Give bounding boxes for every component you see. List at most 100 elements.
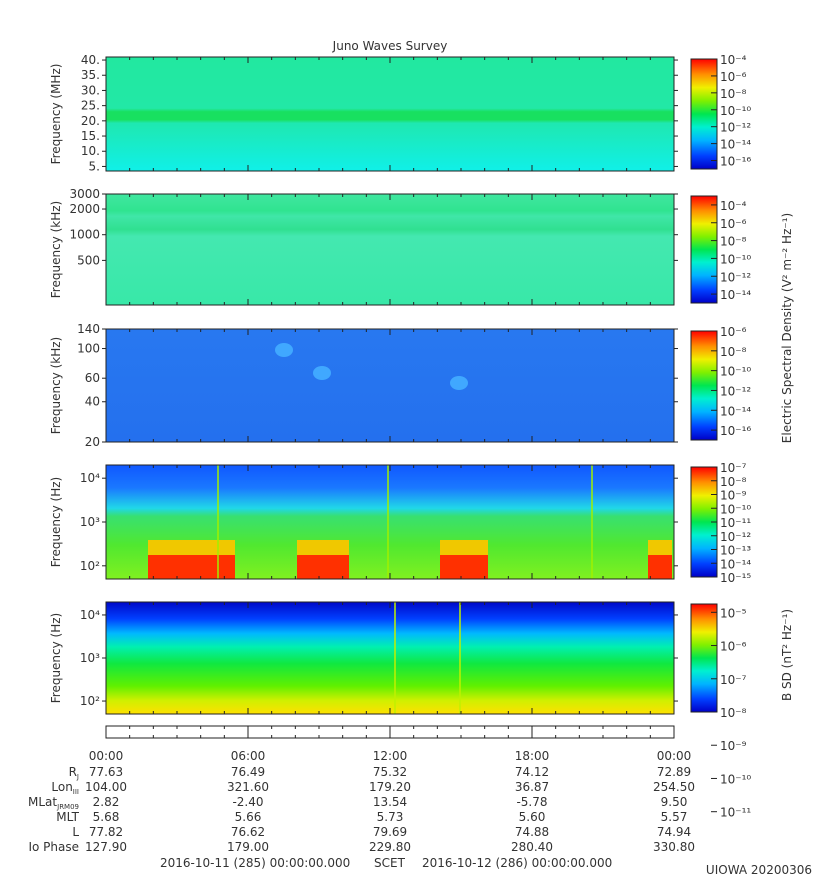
emission-core <box>648 555 672 579</box>
panel-3: 20 40 60 100 140 Frequency (kHz) 10⁻⁶ 10⁻⁸ 10⁻¹⁰… <box>49 322 751 449</box>
footer-label: SCET <box>374 856 406 870</box>
y-tick-label: 10² <box>80 559 100 573</box>
colorbar-tick-label: 10⁻⁶ <box>720 70 747 84</box>
ephemeris-value: 280.40 <box>511 840 553 854</box>
colorbar-4: 10⁻⁷10⁻⁸10⁻⁹10⁻¹⁰10⁻¹¹10⁻¹²10⁻¹³10⁻¹⁴10⁻… <box>690 461 751 585</box>
y-tick-label: 40. <box>81 53 100 67</box>
footer-start: 2016-10-11 (285) 00:00:00.000 <box>160 856 350 870</box>
colorbar-tick-label: 10⁻¹⁶ <box>720 424 751 438</box>
y-tick-label: 10³ <box>80 651 100 665</box>
emission-blob <box>275 343 293 357</box>
ephemeris-value: 74.94 <box>657 825 691 839</box>
ephemeris-value: 179.00 <box>227 840 269 854</box>
y-tick-label: 2000 <box>69 202 100 216</box>
spectrogram-5 <box>106 602 674 714</box>
ephemeris-value: 330.80 <box>653 840 695 854</box>
time-tick-label: 12:00 <box>373 749 408 763</box>
colorbar-tick-label: 10⁻⁵ <box>720 606 747 620</box>
colorbar-tick-label: 10⁻¹⁴ <box>720 404 751 418</box>
ephemeris-value: 5.73 <box>377 810 404 824</box>
colorbar-tick-label: 10⁻⁸ <box>720 87 747 101</box>
colorbar-tick-label: 10⁻¹¹ <box>720 516 751 530</box>
colorbar-tick-label: 10⁻⁶ <box>720 217 747 231</box>
ephemeris-value: 229.80 <box>369 840 411 854</box>
y-tick-label: 35. <box>81 68 100 82</box>
colorbar-tick-label: 10⁻¹⁰ <box>720 104 751 118</box>
ephemeris-value: 179.20 <box>369 780 411 794</box>
colorbar-tick-label: 10⁻⁷ <box>720 461 747 475</box>
colorbar-5: 10⁻⁵ 10⁻⁶ 10⁻⁷ 10⁻⁸ 10⁻⁹ 10⁻¹⁰ 10⁻¹¹ <box>690 603 751 820</box>
colorbar-tick-label: 10⁻¹² <box>720 121 751 135</box>
colorbar-tick-label: 10⁻¹⁵ <box>720 571 751 585</box>
y-tick-label: 20. <box>81 114 100 128</box>
y-tick-label: 3000 <box>69 187 100 201</box>
time-tick-label: 00:00 <box>657 749 692 763</box>
y-tick-label: 60 <box>85 371 100 385</box>
ephemeris-value: 13.54 <box>373 795 407 809</box>
y-tick-label: 10. <box>81 144 100 158</box>
emission-core <box>440 555 488 579</box>
y-axis-label: Frequency (kHz) <box>49 201 63 298</box>
ephemeris-value: 76.62 <box>231 825 265 839</box>
time-tick-label: 00:00 <box>89 749 124 763</box>
colorbar-3: 10⁻⁶ 10⁻⁸ 10⁻¹⁰ 10⁻¹² 10⁻¹⁴ 10⁻¹⁶ <box>690 325 751 441</box>
ephemeris-value: 74.12 <box>515 765 549 779</box>
chart-title: Juno Waves Survey <box>332 39 448 53</box>
ephemeris-row-label: MLT <box>56 810 79 824</box>
y-tick-label: 10⁴ <box>80 471 100 485</box>
y-axis-label: Frequency (MHz) <box>49 64 63 165</box>
colorbar-gradient <box>690 195 718 304</box>
ephemeris-value: 5.57 <box>661 810 688 824</box>
colorbar-tick-label: 10⁻⁸ <box>720 235 747 249</box>
colorbar-tick-label: 10⁻⁶ <box>720 325 747 339</box>
ephemeris-row-label: MLatJRM09 <box>28 795 79 811</box>
y-tick-label: 20 <box>85 435 100 449</box>
colorbar-tick-label: 10⁻¹⁴ <box>720 557 751 571</box>
colorbar-tick-label: 10⁻¹⁰ <box>720 502 751 516</box>
panel-4: 10² 10³ 10⁴ Frequency (Hz) 10⁻⁷10⁻⁸10⁻⁹10⁻¹⁰… <box>49 461 751 585</box>
ephemeris-value: -5.78 <box>516 795 547 809</box>
colorbar-tick-label: 10⁻⁹ <box>720 739 747 753</box>
y-axis-label: Frequency (Hz) <box>49 477 63 568</box>
colorbar-tick-label: 10⁻⁸ <box>720 706 747 720</box>
y-tick-label: 15. <box>81 129 100 143</box>
ephemeris-row-label: Io Phase <box>28 840 79 854</box>
ephemeris-value: 76.49 <box>231 765 265 779</box>
y-tick-label: 40 <box>85 395 100 409</box>
ephemeris-value: 36.87 <box>515 780 549 794</box>
ephemeris-row-label: L <box>72 825 79 839</box>
ephemeris-value: 74.88 <box>515 825 549 839</box>
colorbar-tick-label: 10⁻¹² <box>720 530 751 544</box>
ephemeris-value: 77.63 <box>89 765 123 779</box>
colorbar-tick-label: 10⁻⁹ <box>720 489 747 503</box>
emission-core <box>297 555 349 579</box>
colorbar-1: 10⁻⁴ 10⁻⁶ 10⁻⁸ 10⁻¹⁰ 10⁻¹² 10⁻¹⁴ 10⁻¹⁶ <box>690 53 751 170</box>
colorbar-tick-label: 10⁻⁷ <box>720 673 747 687</box>
time-tick-label: 18:00 <box>515 749 550 763</box>
ephemeris-row-label: RJ <box>69 765 79 781</box>
colorbar-tick-label: 10⁻¹¹ <box>720 806 751 820</box>
colorbar-gradient <box>690 330 718 441</box>
ephemeris-value: 5.60 <box>519 810 546 824</box>
colorbar-gradient <box>690 603 718 713</box>
panel-1: 5.10.15.20.25. 30.35.40. Frequency (MHz) 10… <box>49 53 751 173</box>
ephemeris-value: 72.89 <box>657 765 691 779</box>
ephemeris-value: 77.82 <box>89 825 123 839</box>
y-tick-label: 10² <box>80 694 100 708</box>
colorbar-tick-label: 10⁻⁴ <box>720 53 747 67</box>
ephemeris-value: 254.50 <box>653 780 695 794</box>
ephemeris-value: 5.66 <box>235 810 262 824</box>
spectrogram-2 <box>106 194 674 305</box>
y-tick-label: 1000 <box>69 228 100 242</box>
ephemeris-value: 9.50 <box>661 795 688 809</box>
time-tick-label: 06:00 <box>231 749 266 763</box>
ephemeris-value: 75.32 <box>373 765 407 779</box>
y-tick-label: 10⁴ <box>80 608 100 622</box>
y-tick-label: 30. <box>81 83 100 97</box>
colorbar-tick-label: 10⁻⁶ <box>720 640 747 654</box>
spectrogram-1 <box>106 57 674 171</box>
emission-blob <box>313 366 331 380</box>
colorbar-tick-label: 10⁻¹⁴ <box>720 138 751 152</box>
